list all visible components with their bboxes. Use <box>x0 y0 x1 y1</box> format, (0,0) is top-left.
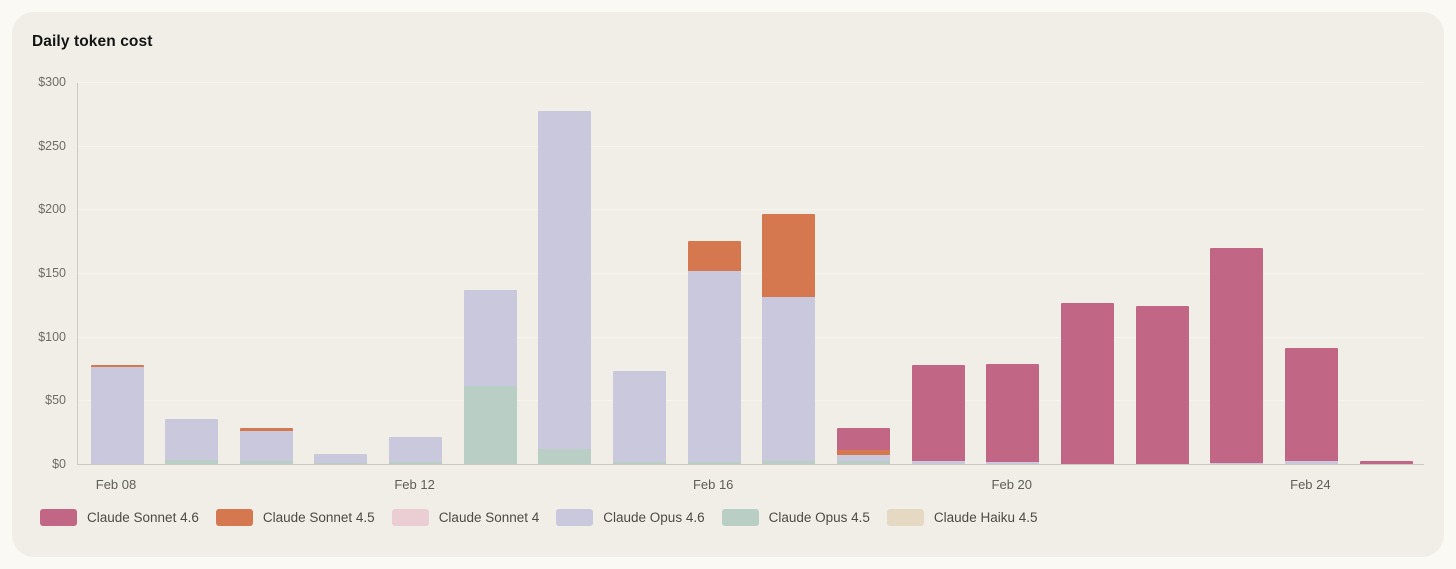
bar-segment-claude-opus-4-6[interactable] <box>165 419 219 461</box>
bar-feb-17[interactable] <box>762 214 816 464</box>
bar-segment-claude-sonnet-4-6[interactable] <box>1284 347 1338 461</box>
legend-item-claude-opus-4-6[interactable]: Claude Opus 4.6 <box>556 509 705 526</box>
x-axis-tick-label: Feb 08 <box>95 477 137 492</box>
bar-segment-claude-sonnet-4-6[interactable] <box>986 364 1040 463</box>
bar-segment-claude-sonnet-4-6[interactable] <box>1060 302 1114 464</box>
bar-segment-claude-opus-4-5[interactable] <box>239 461 293 464</box>
bar-segment-claude-sonnet-4-5[interactable] <box>687 241 741 272</box>
bar-segment-claude-opus-4-5[interactable] <box>687 462 741 464</box>
legend-item-claude-sonnet-4-5[interactable]: Claude Sonnet 4.5 <box>215 509 375 526</box>
legend-label: Claude Sonnet 4.6 <box>87 510 199 525</box>
bar-feb-15[interactable] <box>613 371 667 464</box>
y-axis-tick-label: $0 <box>52 457 66 471</box>
bar-feb-09[interactable] <box>165 419 219 464</box>
x-axis-tick-label: Feb 20 <box>991 477 1033 492</box>
x-axis-tick-label: Feb 24 <box>1290 477 1331 492</box>
bar-segment-claude-opus-4-5[interactable] <box>613 462 667 464</box>
bar-segment-claude-opus-4-6[interactable] <box>687 271 741 463</box>
bar-segment-claude-opus-4-6[interactable] <box>389 437 443 463</box>
bar-feb-19[interactable] <box>911 364 965 464</box>
bar-segment-claude-opus-4-6[interactable] <box>463 289 517 387</box>
bar-segment-claude-opus-4-6[interactable] <box>538 111 592 449</box>
legend-item-claude-sonnet-4[interactable]: Claude Sonnet 4 <box>391 509 540 526</box>
bar-feb-21[interactable] <box>1060 302 1114 464</box>
bar-feb-23[interactable] <box>1210 247 1264 464</box>
bar-segment-claude-sonnet-4-5[interactable] <box>90 365 144 368</box>
x-axis-tick-label: Feb 12 <box>394 477 435 492</box>
bar-segment-claude-opus-4-6[interactable] <box>911 461 965 464</box>
bar-segment-claude-opus-4-5[interactable] <box>389 462 443 464</box>
bar-feb-13[interactable] <box>463 289 517 464</box>
gridline <box>78 336 1424 338</box>
bar-segment-claude-opus-4-5[interactable] <box>837 460 890 464</box>
bar-segment-claude-opus-4-6[interactable] <box>613 371 667 463</box>
bar-segment-claude-sonnet-4-5[interactable] <box>762 214 816 298</box>
bar-segment-claude-opus-4-6[interactable] <box>1210 462 1264 464</box>
legend-item-claude-haiku-4-5[interactable]: Claude Haiku 4.5 <box>886 509 1038 526</box>
bar-feb-08[interactable] <box>90 365 144 464</box>
bar-feb-24[interactable] <box>1284 347 1338 464</box>
gridline <box>78 273 1424 274</box>
daily-token-cost-card: Daily token cost Claude Sonnet 4.6 Claude… <box>12 12 1444 557</box>
bar-segment-claude-sonnet-4-6[interactable] <box>1359 461 1413 464</box>
bar-feb-11[interactable] <box>314 453 368 464</box>
bar-segment-claude-opus-4-5[interactable] <box>463 386 517 464</box>
gridline <box>78 400 1424 402</box>
bar-segment-claude-sonnet-4-6[interactable] <box>837 428 890 451</box>
gridline <box>78 82 1424 83</box>
legend-swatch <box>556 509 594 526</box>
legend-swatch <box>215 509 253 526</box>
bar-feb-16[interactable] <box>687 241 741 464</box>
bar-feb-22[interactable] <box>1135 306 1189 464</box>
y-axis-tick-label: $300 <box>38 75 66 89</box>
bar-segment-claude-opus-4-6[interactable] <box>239 430 293 462</box>
plot-area <box>77 82 1424 465</box>
chart-legend: Claude Sonnet 4.6 Claude Sonnet 4.5 Claude… <box>40 509 1038 526</box>
legend-label: Claude Sonnet 4.5 <box>262 510 375 525</box>
bar-segment-claude-opus-4-6[interactable] <box>1284 460 1338 464</box>
legend-label: Claude Opus 4.6 <box>603 510 705 525</box>
bar-feb-20[interactable] <box>986 364 1040 464</box>
bar-segment-claude-sonnet-4-5[interactable] <box>837 450 890 456</box>
legend-label: Claude Sonnet 4 <box>438 510 540 525</box>
bar-feb-25[interactable] <box>1359 461 1413 464</box>
y-axis-tick-label: $100 <box>38 329 66 344</box>
y-axis-tick-label: $150 <box>38 266 66 280</box>
legend-swatch <box>40 509 77 526</box>
bar-segment-claude-opus-4-6[interactable] <box>986 462 1040 464</box>
legend-swatch <box>721 509 759 526</box>
chart-title: Daily token cost <box>32 33 153 50</box>
bar-segment-claude-sonnet-4-6[interactable] <box>1210 247 1264 463</box>
bar-feb-12[interactable] <box>389 437 443 464</box>
bar-segment-claude-opus-4-5[interactable] <box>762 461 816 464</box>
bar-segment-claude-opus-4-6[interactable] <box>90 367 144 464</box>
legend-label: Claude Opus 4.5 <box>768 510 870 525</box>
bar-segment-claude-opus-4-6[interactable] <box>837 455 890 461</box>
bar-segment-claude-sonnet-4-5[interactable] <box>239 428 293 431</box>
legend-item-claude-opus-4-5[interactable]: Claude Opus 4.5 <box>721 509 870 526</box>
y-axis-tick-label: $200 <box>38 202 66 217</box>
legend-item-claude-sonnet-4-6[interactable]: Claude Sonnet 4.6 <box>40 509 199 526</box>
legend-label: Claude Haiku 4.5 <box>933 510 1038 525</box>
y-axis-tick-label: $250 <box>38 138 66 153</box>
gridline <box>78 209 1424 211</box>
bar-segment-claude-opus-4-5[interactable] <box>314 462 368 464</box>
bar-feb-14[interactable] <box>538 111 592 464</box>
y-axis-tick-label: $50 <box>45 393 66 408</box>
bar-segment-claude-opus-4-5[interactable] <box>165 460 219 464</box>
bar-segment-claude-opus-4-6[interactable] <box>314 453 368 463</box>
gridline <box>78 145 1424 147</box>
x-axis-tick-label: Feb 16 <box>692 477 734 492</box>
legend-swatch <box>391 509 429 526</box>
legend-swatch <box>886 509 924 526</box>
bar-segment-claude-opus-4-6[interactable] <box>762 297 816 462</box>
bar-feb-10[interactable] <box>239 428 293 464</box>
bar-segment-claude-opus-4-5[interactable] <box>538 448 592 464</box>
bar-segment-claude-sonnet-4-6[interactable] <box>1135 306 1189 464</box>
bar-feb-18[interactable] <box>837 428 890 464</box>
bar-segment-claude-sonnet-4-6[interactable] <box>911 364 965 462</box>
